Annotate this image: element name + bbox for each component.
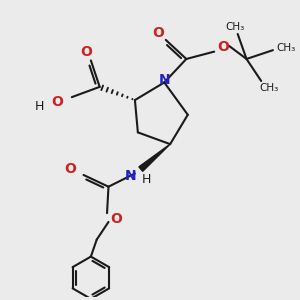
Text: O: O (64, 162, 76, 176)
Text: N: N (158, 73, 170, 87)
Text: H: H (35, 100, 44, 113)
Text: O: O (152, 26, 164, 40)
Polygon shape (139, 144, 170, 171)
Text: CH₃: CH₃ (277, 43, 296, 53)
Text: N: N (125, 169, 136, 183)
Text: CH₃: CH₃ (259, 83, 278, 93)
Text: H: H (142, 173, 152, 186)
Text: CH₃: CH₃ (225, 22, 244, 32)
Text: O: O (110, 212, 122, 226)
Text: O: O (217, 40, 229, 54)
Text: O: O (51, 94, 63, 109)
Text: O: O (80, 45, 92, 58)
